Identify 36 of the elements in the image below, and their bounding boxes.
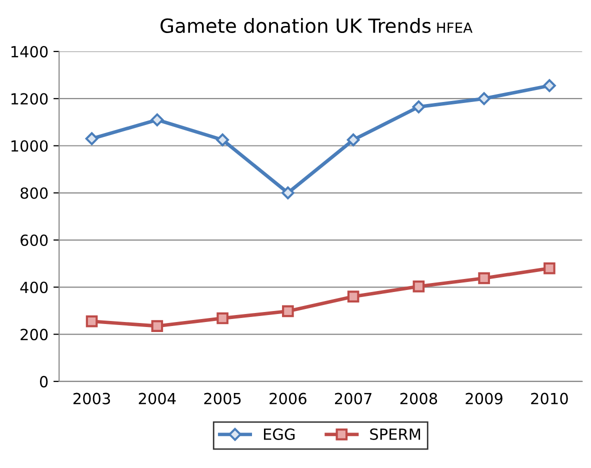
- point: [281, 186, 294, 200]
- chart-title: Gamete donation UK Trends: [160, 18, 431, 34]
- point: [478, 272, 490, 284]
- point: [347, 290, 360, 302]
- point: [412, 100, 426, 114]
- point: [346, 133, 360, 146]
- y-tick-label: 600: [20, 234, 48, 246]
- x-tick-label: 2004: [138, 392, 176, 404]
- x-tick-label: 2010: [531, 392, 568, 404]
- point: [282, 305, 294, 318]
- point: [86, 315, 98, 328]
- point: [543, 79, 556, 92]
- y-tick-label: 1200: [11, 93, 48, 105]
- y-tick-label: 1000: [11, 140, 48, 152]
- point: [544, 262, 556, 274]
- x-tick-label: 2006: [270, 392, 306, 404]
- chart-subtitle: HFEA: [437, 22, 472, 33]
- x-tick-label: 2005: [204, 392, 241, 404]
- legend-label: SPERM: [370, 428, 420, 440]
- point: [412, 280, 425, 292]
- point: [216, 133, 229, 146]
- y-tick-label: 200: [20, 328, 48, 340]
- point: [85, 132, 98, 146]
- point: [216, 312, 228, 324]
- x-tick-label: 2003: [73, 392, 110, 404]
- point: [150, 113, 164, 126]
- x-tick-label: 2008: [400, 392, 438, 404]
- point: [151, 320, 164, 332]
- y-tick-label: 1400: [11, 46, 48, 58]
- point: [478, 92, 491, 106]
- x-tick-label: 2009: [466, 392, 502, 404]
- y-tick-label: 400: [20, 282, 48, 294]
- legend-label: EGG: [264, 428, 295, 440]
- y-tick-label: 800: [20, 187, 48, 199]
- y-tick-label: 0: [40, 376, 48, 388]
- x-tick-label: 2007: [334, 392, 372, 404]
